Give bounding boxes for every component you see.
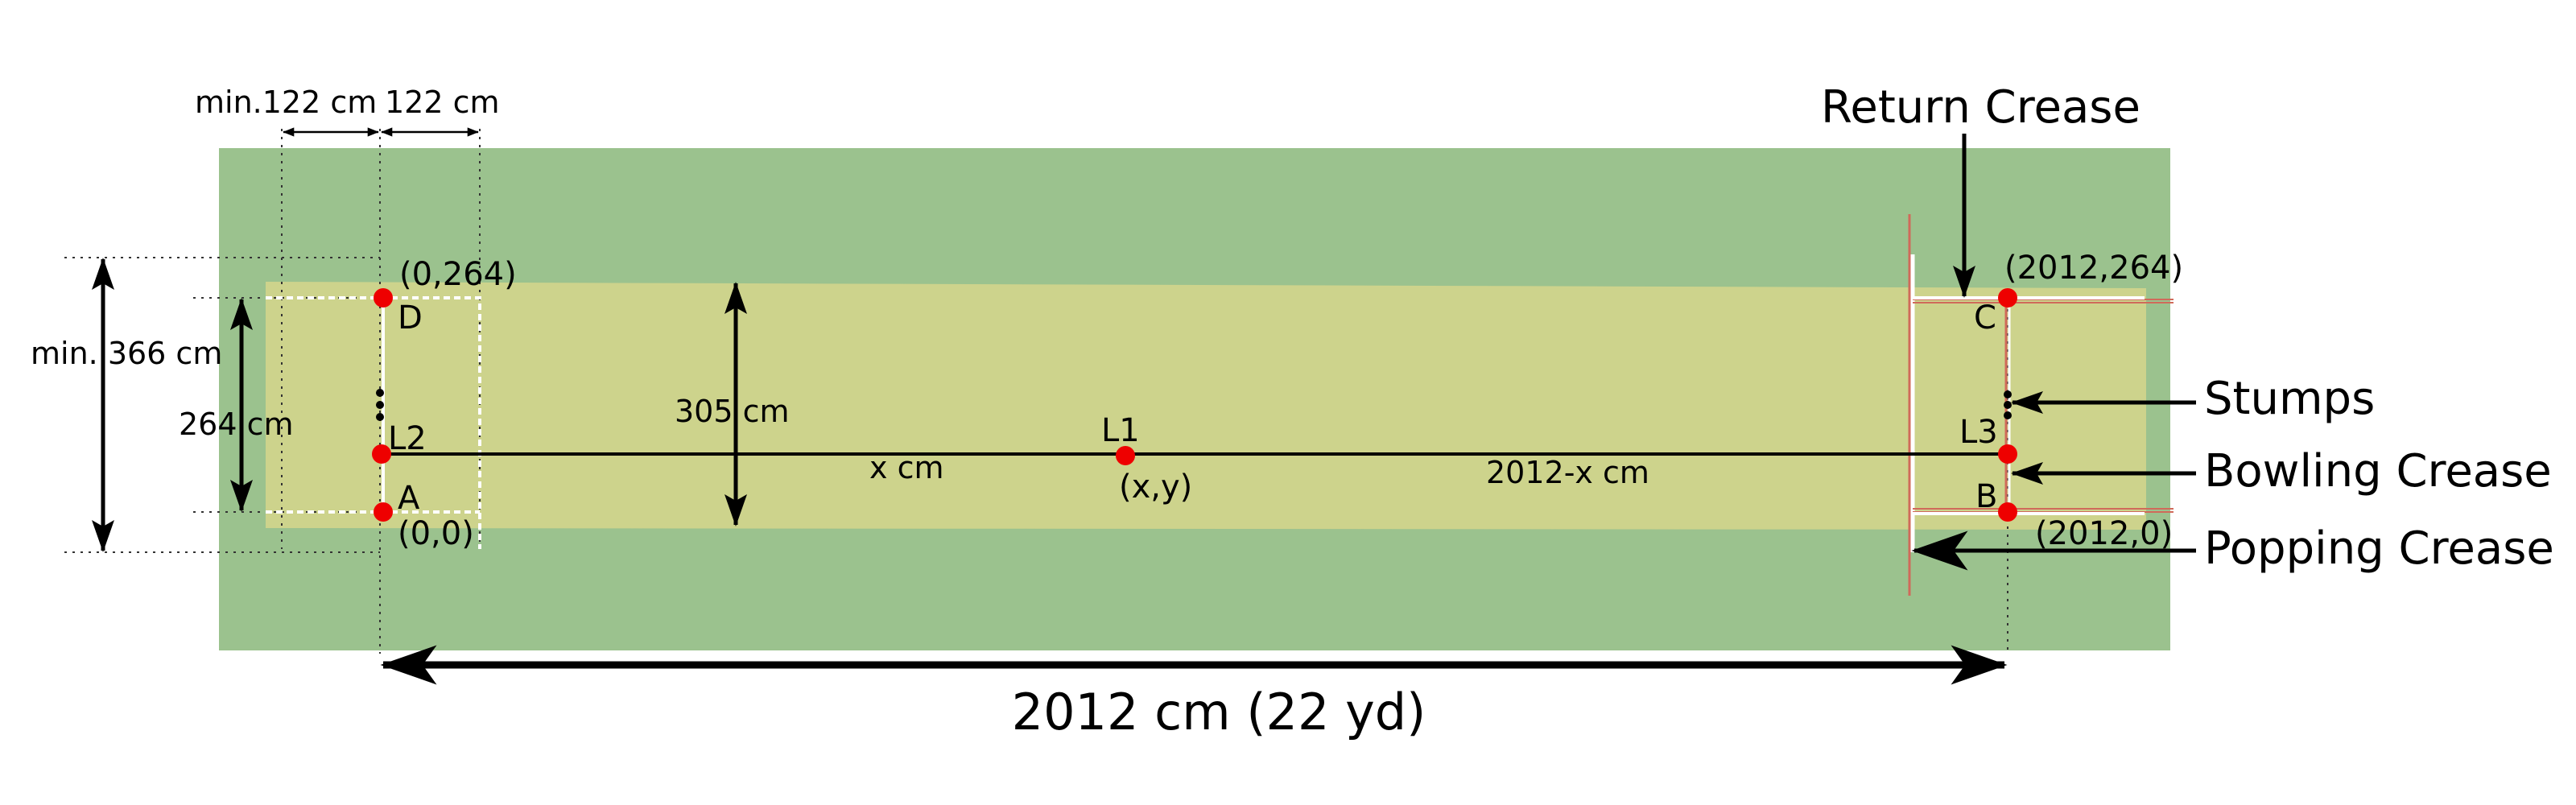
return-crease-label: Return Crease <box>1821 81 2140 134</box>
point-l2 <box>372 444 391 464</box>
min-width-label: min. 366 cm <box>31 336 222 371</box>
point-b-coord: (2012,0) <box>2035 515 2173 552</box>
dimension-arrows <box>92 127 2008 685</box>
point-a <box>374 502 393 522</box>
min-behind-crease-label: min.122 cm <box>195 85 377 120</box>
point-c-coord: (2012,264) <box>2004 250 2183 287</box>
point-d <box>374 288 393 308</box>
popping-crease-label: Popping Crease <box>2204 522 2554 575</box>
point-l2-label: L2 <box>388 420 427 457</box>
point-c <box>1998 288 2017 308</box>
point-l1-label: L1 <box>1101 412 1140 449</box>
pitch-width-label: 305 cm <box>675 394 790 429</box>
pitch-length-label: 2012 cm (22 yd) <box>1012 683 1426 741</box>
right-segment-label: 2012-x cm <box>1486 455 1649 490</box>
point-c-label: C <box>1974 299 1996 336</box>
point-b-label: B <box>1975 478 1997 515</box>
stumps-label: Stumps <box>2204 373 2375 425</box>
point-l3 <box>1998 444 2017 464</box>
left-stumps <box>376 389 384 421</box>
crease-width-label: 264 cm <box>179 407 294 442</box>
bowling-crease-label: Bowling Crease <box>2204 445 2552 497</box>
marked-points <box>372 288 2017 522</box>
callout-arrows <box>1911 134 2196 571</box>
left-segment-label: x cm <box>869 450 943 485</box>
popping-offset-label: 122 cm <box>385 85 500 120</box>
point-a-coord: (0,0) <box>398 515 474 552</box>
point-d-label: D <box>398 299 423 336</box>
point-d-coord: (0,264) <box>399 256 517 293</box>
point-l1-coord: (x,y) <box>1119 469 1192 506</box>
point-l1 <box>1116 446 1135 465</box>
point-a-label: A <box>398 480 420 517</box>
point-l3-label: L3 <box>1959 414 1998 451</box>
pitch <box>266 282 2146 530</box>
right-stumps <box>2004 390 2012 419</box>
point-b <box>1998 502 2017 522</box>
